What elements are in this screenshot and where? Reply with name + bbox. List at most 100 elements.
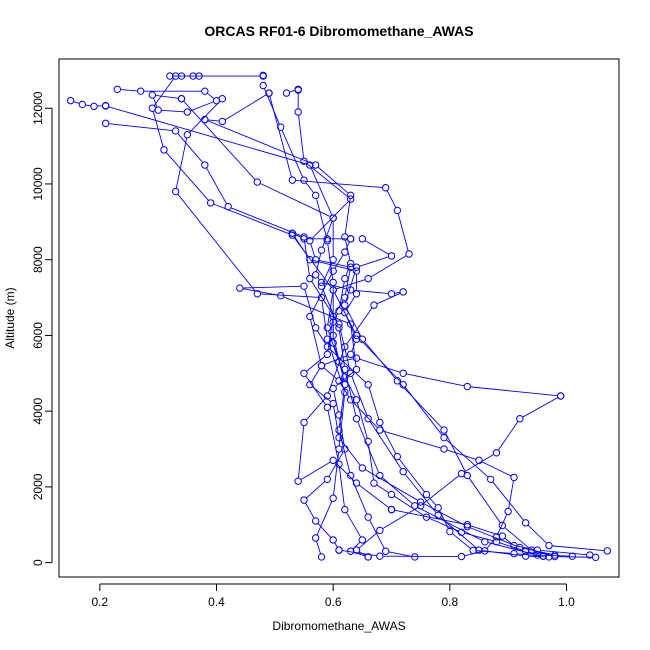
y-tick-label: 12000 xyxy=(31,91,45,125)
data-point xyxy=(300,369,308,377)
series-line-segment xyxy=(464,551,482,557)
series-line-segment xyxy=(334,542,338,548)
series-line-segment xyxy=(243,288,278,296)
series-line-segment xyxy=(380,425,397,454)
data-point xyxy=(323,235,332,243)
data-point xyxy=(521,519,530,527)
series-line-segment xyxy=(470,386,558,397)
series-line-segment xyxy=(447,449,476,460)
data-point xyxy=(387,490,396,499)
data-point xyxy=(183,131,192,139)
series-line-segment xyxy=(310,319,322,363)
data-point xyxy=(306,274,314,283)
series-9 xyxy=(113,85,221,116)
series-line-segment xyxy=(333,406,339,435)
data-point xyxy=(346,259,355,268)
data-point xyxy=(463,382,472,391)
series-line-segment xyxy=(334,292,356,333)
data-point xyxy=(288,229,297,237)
series-line-segment xyxy=(497,514,508,534)
series-line-segment xyxy=(399,383,442,428)
plot-frame xyxy=(58,58,620,578)
data-point xyxy=(171,72,180,80)
data-point xyxy=(393,377,402,385)
data-point xyxy=(376,552,384,560)
data-point xyxy=(201,87,209,95)
data-point xyxy=(556,392,565,400)
y-tick-label: 2000 xyxy=(31,473,45,500)
series-line-segment xyxy=(540,554,569,557)
data-point xyxy=(346,350,355,359)
series-line-segment xyxy=(313,260,354,271)
series-line-segment xyxy=(289,89,296,93)
series-line-segment xyxy=(357,421,379,473)
series-20 xyxy=(288,229,559,559)
data-point xyxy=(399,380,407,389)
series-line-segment xyxy=(322,221,333,248)
series-line-segment xyxy=(358,532,378,549)
x-tick-label: 1.0 xyxy=(558,595,575,609)
data-point xyxy=(329,318,337,326)
data-point xyxy=(311,161,320,169)
data-point xyxy=(376,471,384,480)
series-line-segment xyxy=(354,289,389,294)
series-line-segment xyxy=(386,190,397,208)
data-point xyxy=(381,547,390,555)
data-point xyxy=(393,452,402,461)
series-line-segment xyxy=(310,273,333,314)
data-point xyxy=(475,546,483,554)
series-line-segment xyxy=(153,78,175,106)
series-line-segment xyxy=(345,270,351,295)
data-point xyxy=(329,255,337,264)
series-line-segment xyxy=(283,296,348,324)
data-point xyxy=(446,527,454,536)
data-point xyxy=(352,546,361,554)
data-point xyxy=(346,191,355,200)
series-line-segment xyxy=(317,330,326,345)
series-17 xyxy=(236,282,547,560)
series-line-segment xyxy=(243,285,301,289)
series-line-segment xyxy=(338,467,345,507)
series-line-segment xyxy=(523,547,552,555)
series-line-segment xyxy=(335,462,355,482)
series-line-segment xyxy=(351,478,368,515)
series-line-segment xyxy=(317,277,320,280)
series-line-segment xyxy=(345,241,350,250)
data-point xyxy=(90,102,98,111)
series-line-segment xyxy=(552,545,604,552)
data-point xyxy=(516,415,524,423)
data-point xyxy=(341,248,349,256)
data-point xyxy=(329,494,337,502)
series-line-segment xyxy=(428,496,437,506)
data-point xyxy=(352,263,361,271)
series-11 xyxy=(387,505,594,559)
data-point xyxy=(306,161,314,169)
data-point xyxy=(282,89,291,97)
data-point xyxy=(265,89,273,97)
data-point xyxy=(300,418,308,427)
series-line-segment xyxy=(206,167,227,204)
series-line-segment xyxy=(397,213,409,251)
series-line-segment xyxy=(336,279,366,290)
series-line-segment xyxy=(351,376,368,416)
data-point xyxy=(166,72,174,80)
series-line-segment xyxy=(213,203,290,235)
series-line-segment xyxy=(306,163,349,198)
data-point xyxy=(341,274,349,283)
series-line-segment xyxy=(464,532,494,542)
data-point xyxy=(346,263,355,271)
series-line-segment xyxy=(522,397,558,418)
series-line-segment xyxy=(468,478,501,523)
data-point xyxy=(457,469,466,478)
series-line-segment xyxy=(305,182,314,193)
series-8 xyxy=(171,95,349,561)
data-point xyxy=(323,350,332,359)
data-point xyxy=(586,551,594,559)
data-point xyxy=(399,468,407,476)
series-line-segment xyxy=(359,358,401,373)
data-point xyxy=(294,108,302,116)
series-line-segment xyxy=(264,88,280,125)
data-point xyxy=(341,301,349,309)
series-line-segment xyxy=(327,244,334,280)
x-tick-label: 0.8 xyxy=(441,595,458,609)
